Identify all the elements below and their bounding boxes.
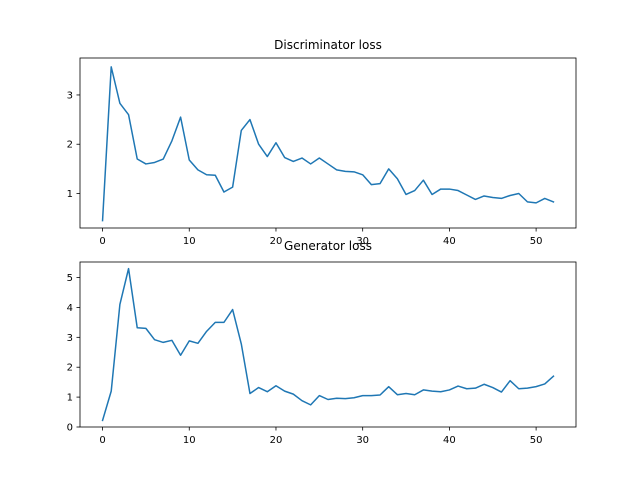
generator-loss-axes-frame — [79, 261, 577, 428]
discriminator-loss-x-tick-label: 30 — [356, 236, 369, 247]
generator-loss-title: Generator loss — [284, 239, 372, 253]
generator-loss-y-tick-label: 2 — [67, 363, 73, 374]
discriminator-loss-axes-frame — [79, 57, 577, 229]
discriminator-loss-x-tick-label: 10 — [183, 236, 196, 247]
discriminator-loss-x-tick-label: 0 — [99, 236, 105, 247]
generator-loss-x-tick-label: 20 — [270, 435, 283, 446]
discriminator-loss-y-tick-label: 1 — [67, 189, 73, 200]
generator-loss-x-tick-label: 0 — [99, 435, 105, 446]
generator-loss-subplot: Generator loss 0 10 20 30 40 50 0 1 2 3 4 5 — [67, 239, 577, 446]
generator-loss-x-tick-label: 40 — [443, 435, 456, 446]
discriminator-loss-y-tick-label: 2 — [67, 140, 73, 151]
generator-loss-y-tick-label: 5 — [67, 273, 73, 284]
discriminator-loss-series-line — [101, 66, 555, 222]
discriminator-loss-subplot: Discriminator loss 0 10 20 30 40 50 1 2 3 — [67, 38, 577, 247]
generator-loss-x-tick-label: 50 — [530, 435, 543, 446]
discriminator-loss-x-tick-label: 20 — [270, 236, 283, 247]
generator-loss-y-tick-label: 4 — [67, 303, 73, 314]
generator-loss-y-tick-label: 1 — [67, 393, 73, 404]
discriminator-loss-title: Discriminator loss — [274, 38, 382, 52]
discriminator-loss-x-tick-label: 50 — [530, 236, 543, 247]
generator-loss-series-line — [101, 267, 555, 422]
generator-loss-y-tick-label: 3 — [67, 333, 73, 344]
generator-loss-y-tick-label: 0 — [67, 423, 73, 434]
discriminator-loss-x-tick-label: 40 — [443, 236, 456, 247]
generator-loss-x-tick-label: 30 — [356, 435, 369, 446]
generator-loss-x-tick-label: 10 — [183, 435, 196, 446]
discriminator-loss-y-tick-label: 3 — [67, 90, 73, 101]
